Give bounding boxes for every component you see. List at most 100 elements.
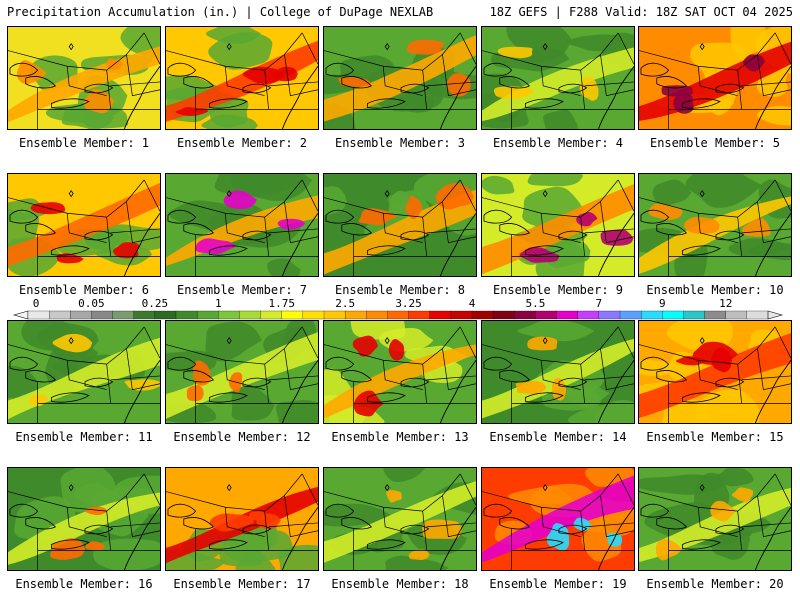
state-boundary (741, 522, 791, 528)
coastline (440, 359, 476, 423)
state-boundary (442, 54, 476, 97)
location-marker-icon (68, 42, 74, 51)
lake-outline (325, 503, 355, 518)
state-boundary (482, 179, 619, 218)
lake-outline (367, 98, 406, 109)
state-boundary (106, 364, 111, 404)
lake-outline (242, 524, 272, 535)
colorbar-swatch (450, 310, 473, 320)
state-boundary (482, 473, 619, 512)
lake-outline (483, 209, 513, 224)
state-boundary (617, 179, 634, 212)
colorbar-max-arrow (767, 310, 784, 320)
lake-outline (242, 377, 272, 388)
state-boundary (224, 66, 265, 96)
precip-field (639, 474, 725, 495)
state-boundary (639, 179, 776, 218)
lake-outline (51, 245, 90, 256)
ensemble-member-label: Ensemble Member: 16 (15, 577, 153, 591)
precip-max (546, 523, 570, 552)
ensemble-member-label: Ensemble Member: 20 (646, 577, 784, 591)
ensemble-member-label: Ensemble Member: 11 (15, 430, 153, 444)
coastline (440, 506, 476, 570)
model-valid-time: 18Z GEFS | F288 Valid: 18Z SAT OCT 04 20… (489, 5, 793, 19)
state-boundary (426, 228, 476, 234)
lake-outline (640, 503, 670, 518)
state-boundary (741, 81, 791, 87)
lake-outline (640, 209, 670, 224)
lake-outline (367, 245, 406, 256)
state-boundary (382, 213, 423, 243)
ensemble-member-label: Ensemble Member: 10 (646, 283, 784, 297)
state-boundary (774, 179, 791, 212)
precip-max (277, 218, 306, 230)
ensemble-member-label: Ensemble Member: 14 (489, 430, 627, 444)
location-marker-icon (226, 336, 232, 345)
colorbar-swatch (598, 310, 621, 320)
state-boundary (639, 326, 776, 365)
precip-max (388, 338, 405, 361)
precip-max (606, 532, 623, 547)
ensemble-member-label: Ensemble Member: 13 (331, 430, 469, 444)
state-boundary (126, 201, 160, 244)
state-boundary (106, 70, 111, 110)
state-boundary (268, 81, 318, 87)
state-boundary (757, 201, 791, 244)
colorbar-swatch (323, 310, 346, 320)
state-boundary (126, 54, 160, 97)
colorbar-tick-label: 1.75 (268, 297, 295, 310)
state-boundary (66, 213, 107, 243)
coastline (755, 65, 791, 129)
lake-outline (242, 83, 272, 94)
lake-outline (682, 245, 721, 256)
precip-max (731, 487, 754, 503)
ensemble-member-label: Ensemble Member: 4 (492, 136, 624, 150)
location-marker-icon (699, 483, 705, 492)
colorbar-swatch (239, 310, 262, 320)
state-boundary (584, 522, 634, 528)
precip-max (352, 335, 378, 357)
state-boundary (382, 360, 423, 390)
lake-outline (656, 76, 688, 89)
coastline (440, 212, 476, 276)
lake-outline (499, 223, 531, 236)
lake-outline (209, 245, 248, 256)
precip-band (324, 481, 476, 563)
colorbar-tick-label: 9 (659, 297, 666, 310)
coastline (755, 506, 791, 570)
state-boundary (268, 522, 318, 528)
precip-field (748, 241, 791, 261)
state-boundary (697, 360, 738, 390)
state-boundary (143, 179, 160, 212)
colorbar-swatch (640, 310, 663, 320)
lake-outline (525, 98, 564, 109)
ensemble-member-map (481, 320, 635, 424)
lake-outline (715, 524, 745, 535)
precip-field (276, 400, 318, 423)
ensemble-member-map (7, 173, 161, 277)
state-boundary (540, 507, 581, 537)
lake-outline (341, 76, 373, 89)
state-boundary (757, 54, 791, 97)
location-marker-icon (542, 42, 548, 51)
lake-outline (242, 230, 272, 241)
ensemble-member-label: Ensemble Member: 12 (173, 430, 311, 444)
lake-outline (558, 230, 588, 241)
ensemble-member-label: Ensemble Member: 1 (18, 136, 150, 150)
precip-field (93, 538, 160, 570)
colorbar-tick-label: 7 (596, 297, 603, 310)
lake-outline (9, 62, 39, 77)
lake-outline (499, 76, 531, 89)
precip-field (594, 400, 634, 423)
colorbar-tick-label: 0.05 (78, 297, 105, 310)
state-boundary (284, 54, 318, 97)
precip-field (235, 549, 276, 570)
state-boundary (600, 495, 634, 538)
state-boundary (426, 522, 476, 528)
state-boundary (482, 326, 619, 365)
location-marker-icon (699, 189, 705, 198)
colorbar-swatch (535, 310, 558, 320)
state-boundary (106, 511, 111, 551)
lake-outline (400, 83, 430, 94)
state-boundary (459, 32, 476, 65)
